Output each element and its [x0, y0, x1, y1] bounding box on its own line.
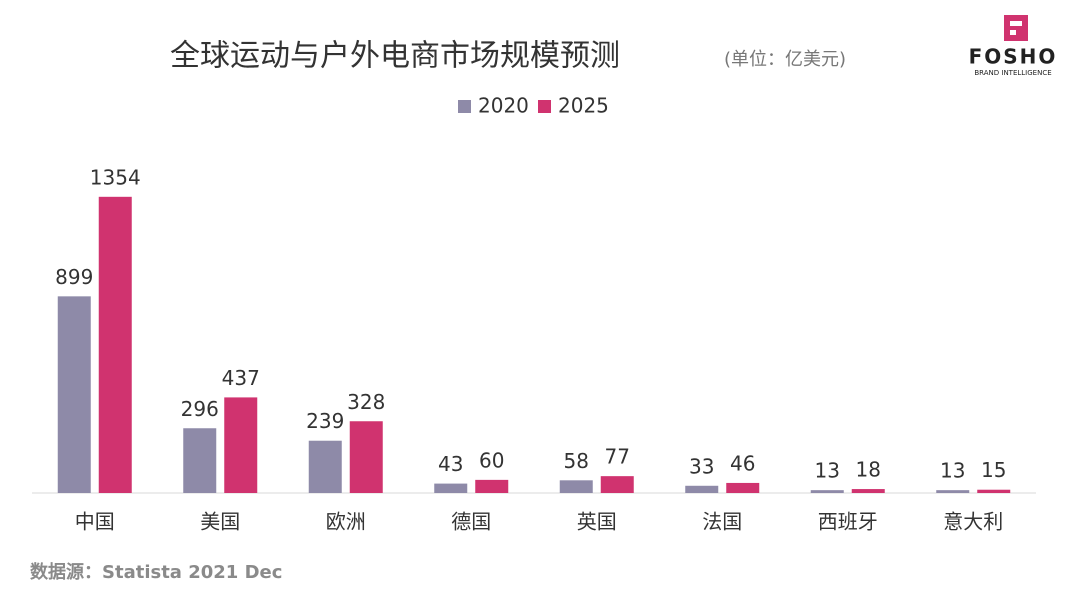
value-label: 33	[689, 454, 714, 478]
bar	[349, 421, 383, 493]
logo-icon-cut	[1010, 30, 1016, 35]
value-label: 60	[479, 448, 504, 472]
logo-icon	[1004, 15, 1028, 41]
value-label: 58	[564, 449, 589, 473]
logo-tagline: BRAND INTELLIGENCE	[974, 69, 1051, 77]
value-label: 18	[856, 458, 881, 482]
bar	[308, 440, 342, 493]
value-label: 13	[815, 459, 840, 483]
value-label: 328	[347, 390, 385, 414]
bar	[685, 485, 719, 493]
bar	[224, 397, 258, 493]
bar	[98, 196, 132, 493]
legend-label: 2025	[558, 94, 609, 118]
x-tick-label: 德国	[451, 510, 491, 534]
x-tick-label: 英国	[577, 510, 617, 534]
bar	[600, 476, 634, 493]
x-tick-label: 意大利	[943, 510, 1003, 534]
value-label: 77	[605, 445, 630, 469]
value-label: 1354	[90, 165, 141, 189]
bar	[57, 296, 91, 493]
bar	[977, 489, 1011, 493]
x-tick-label: 欧洲	[326, 510, 366, 534]
value-label: 239	[306, 409, 344, 433]
chart-subtitle: (单位：亿美元)	[724, 49, 846, 70]
bar	[851, 489, 885, 493]
logo-name: FOSHO	[969, 45, 1058, 69]
legend-swatch	[458, 100, 471, 113]
logo: FOSHO BRAND INTELLIGENCE	[969, 15, 1058, 77]
bar	[810, 490, 844, 493]
value-label: 43	[438, 452, 463, 476]
bar	[726, 482, 760, 493]
bar	[183, 428, 217, 493]
bar	[559, 480, 593, 493]
value-label: 437	[222, 366, 260, 390]
chart-title: 全球运动与户外电商市场规模预测	[170, 39, 620, 74]
bar	[936, 490, 970, 493]
value-label: 296	[181, 397, 219, 421]
x-tick-label: 法国	[702, 510, 742, 534]
logo-icon-cut	[1010, 21, 1022, 26]
value-label: 13	[940, 459, 965, 483]
legend-label: 2020	[478, 94, 529, 118]
x-tick-label: 中国	[75, 510, 115, 534]
source-note: 数据源：Statista 2021 Dec	[30, 561, 282, 583]
value-label: 899	[55, 265, 93, 289]
bar	[475, 479, 509, 493]
value-label: 15	[981, 458, 1006, 482]
x-tick-label: 美国	[200, 510, 240, 534]
legend-swatch	[538, 100, 551, 113]
x-tick-label: 西班牙	[818, 510, 878, 534]
value-label: 46	[730, 451, 755, 475]
bar	[434, 483, 468, 493]
